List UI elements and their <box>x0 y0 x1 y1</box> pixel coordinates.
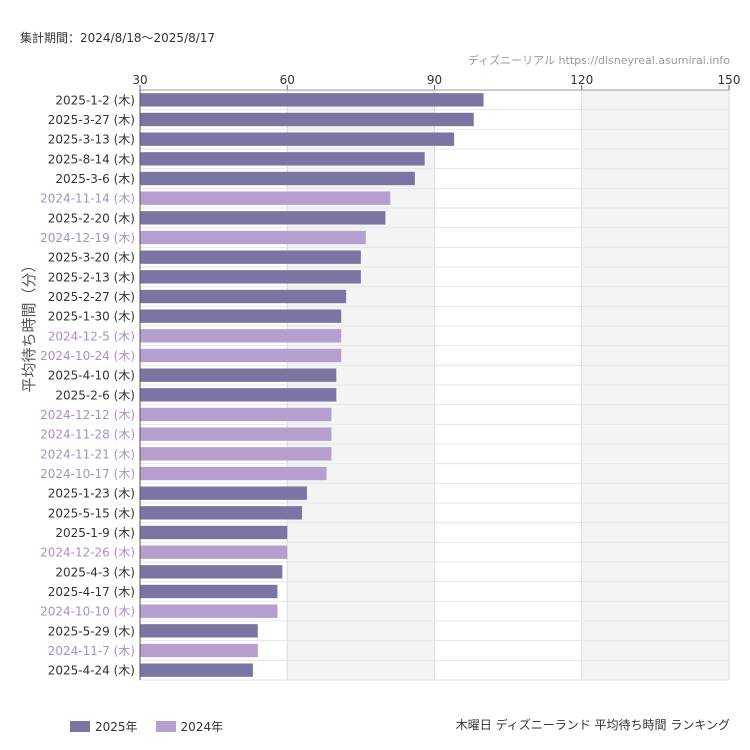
bar-2025-3-27 <box>140 112 474 127</box>
bar-2024-10-24 <box>140 348 342 363</box>
bar-label: 2025-3-6 (木) <box>55 172 135 186</box>
bar-label: 2025-4-10 (木) <box>48 369 135 383</box>
bar-label: 2025-5-29 (木) <box>48 624 135 638</box>
ranking-bar-chart: 30 60 90 120 150 2025-1-2 (木) 2025-3-27 (木) 202… <box>20 73 741 681</box>
bar-2025-5-29 <box>140 624 258 638</box>
bar-2025-8-14 <box>140 152 425 166</box>
bar-label: 2025-1-9 (木) <box>55 526 135 540</box>
bar-2025-1-30 <box>140 309 342 323</box>
bar-label: 2025-2-13 (木) <box>48 270 135 284</box>
x-tick-label: 60 <box>280 73 295 87</box>
bar-label: 2024-11-28 (木) <box>40 428 135 442</box>
bar-label: 2025-3-13 (木) <box>48 133 135 147</box>
x-tick-label: 120 <box>570 73 593 87</box>
chart-footer-title: 木曜日 ディズニーランド 平均待ち時間 ランキング <box>455 718 730 732</box>
legend-label-2025: 2025年 <box>95 720 138 734</box>
bar-2024-12-26 <box>140 545 288 559</box>
bar-label: 2024-12-12 (木) <box>40 408 135 422</box>
bar-2024-12-19 <box>140 230 366 245</box>
bar-label: 2024-10-24 (木) <box>40 349 135 363</box>
legend-swatch-2025 <box>70 721 90 732</box>
legend-item-2025[interactable]: 2025年 <box>70 718 138 735</box>
bar-2025-2-13 <box>140 270 361 284</box>
bar-label: 2024-11-14 (木) <box>40 192 135 206</box>
bar-2024-10-10 <box>140 604 278 618</box>
bar-label: 2025-4-17 (木) <box>48 585 135 599</box>
bar-label: 2024-11-21 (木) <box>40 447 135 461</box>
bar-label: 2024-12-19 (木) <box>40 231 135 245</box>
x-tick-label: 30 <box>132 73 147 87</box>
bar-2025-1-23 <box>140 486 307 500</box>
bar-2025-2-20 <box>140 211 386 225</box>
bar-label: 2024-12-5 (木) <box>48 329 135 343</box>
bar-label: 2025-5-15 (木) <box>48 506 135 520</box>
bar-2025-3-13 <box>140 132 455 146</box>
bar-label: 2025-1-23 (木) <box>48 487 135 501</box>
bar-label: 2025-2-27 (木) <box>48 290 135 304</box>
legend-item-2024[interactable]: 2024年 <box>155 718 224 735</box>
bar-2025-3-6 <box>140 171 415 186</box>
bar-label: 2025-8-14 (木) <box>48 152 135 166</box>
bar-label: 2024-11-7 (木) <box>48 644 135 658</box>
source-credit: ディズニーリアル https://disneyreal.asumirai.inf… <box>467 54 730 67</box>
y-axis-title: 平均待ち時間（分） <box>20 257 38 392</box>
bar-2024-10-17 <box>140 466 327 481</box>
legend-label-2024: 2024年 <box>180 720 224 734</box>
chart-legend: 2025年 2024年 <box>70 718 223 735</box>
bar-label: 2025-3-27 (木) <box>48 113 135 127</box>
bar-label: 2025-1-30 (木) <box>48 310 135 324</box>
bar-2024-12-5 <box>140 329 342 343</box>
x-tick-label: 90 <box>427 73 442 87</box>
bar-2025-4-24 <box>140 663 253 677</box>
collection-period: 集計期間：2024/8/18〜2025/8/17 <box>20 31 216 45</box>
bar-2025-1-2 <box>140 93 484 107</box>
bar-label: 2025-1-2 (木) <box>55 93 135 107</box>
bar-2025-3-20 <box>140 250 361 264</box>
bar-2024-11-28 <box>140 427 332 441</box>
bar-2025-5-15 <box>140 506 302 520</box>
bar-2024-11-14 <box>140 191 391 205</box>
bar-2024-11-21 <box>140 447 332 461</box>
bar-label: 2025-3-20 (木) <box>48 251 135 265</box>
bar-2025-2-6 <box>140 388 337 402</box>
bar-2024-11-7 <box>140 643 258 658</box>
legend-swatch-2024 <box>155 721 176 732</box>
bar-2025-2-27 <box>140 289 347 304</box>
bar-label: 2024-10-10 (木) <box>40 605 135 619</box>
bar-2024-12-12 <box>140 407 332 422</box>
bar-label: 2025-2-6 (木) <box>55 388 135 402</box>
bar-label: 2025-4-24 (木) <box>48 664 135 678</box>
bar-label: 2025-4-3 (木) <box>55 565 135 579</box>
bar-2025-4-3 <box>140 565 283 579</box>
bar-label: 2025-2-20 (木) <box>48 211 135 225</box>
x-tick-label: 150 <box>718 73 741 87</box>
bar-2025-4-17 <box>140 584 278 599</box>
bar-2025-1-9 <box>140 525 288 540</box>
bar-label: 2024-12-26 (木) <box>40 546 135 560</box>
bar-2025-4-10 <box>140 368 337 382</box>
bar-label: 2024-10-17 (木) <box>40 467 135 481</box>
